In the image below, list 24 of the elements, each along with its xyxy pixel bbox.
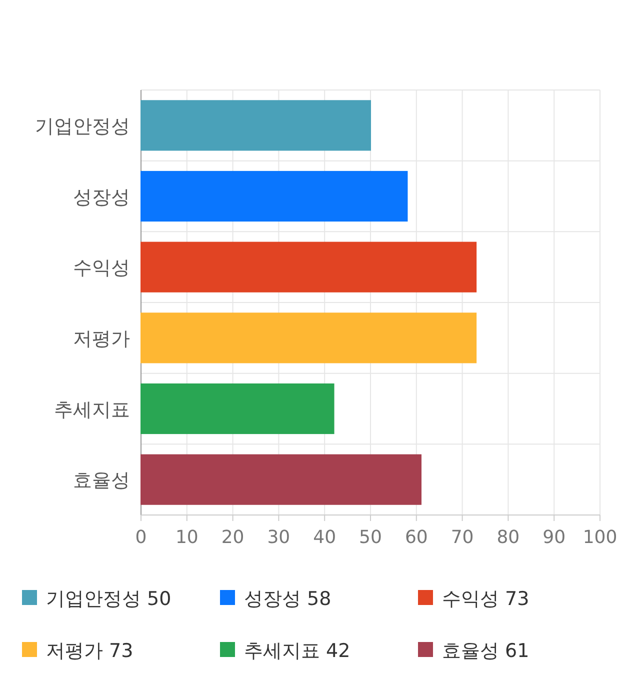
x-tick-label: 100	[582, 527, 618, 548]
legend-label: 추세지표 42	[244, 640, 350, 662]
y-tick-label: 수익성	[73, 257, 130, 280]
x-tick-label: 90	[542, 527, 566, 548]
y-tick-label: 저평가	[73, 328, 130, 350]
x-tick-label: 80	[496, 527, 520, 548]
plot: 0 10 20 30 40 50 60 70 80 90 100 기업안정성 성장성 수익성 저평가 추세지표 효율성	[35, 90, 618, 548]
y-tick-label: 기업안정성	[35, 115, 130, 138]
x-tick-label: 60	[404, 527, 428, 548]
legend-label: 성장성 58	[244, 588, 332, 610]
legend-label: 저평가 73	[46, 640, 134, 662]
y-tick-label: 추세지표	[54, 398, 130, 421]
legend-label: 효율성 61	[442, 640, 530, 662]
x-tick-label: 50	[359, 527, 382, 548]
x-tick-label: 10	[175, 527, 198, 548]
x-tick-label: 0	[135, 527, 147, 548]
legend-label: 기업안정성 50	[46, 588, 172, 610]
x-tick-label: 40	[313, 527, 336, 548]
y-tick-label: 성장성	[73, 186, 130, 208]
x-tick-label: 70	[450, 527, 474, 548]
legend-label: 수익성 73	[442, 588, 530, 610]
x-tick-label: 30	[267, 527, 290, 548]
x-tick-label: 20	[221, 527, 244, 548]
y-tick-label: 효율성	[73, 470, 130, 492]
